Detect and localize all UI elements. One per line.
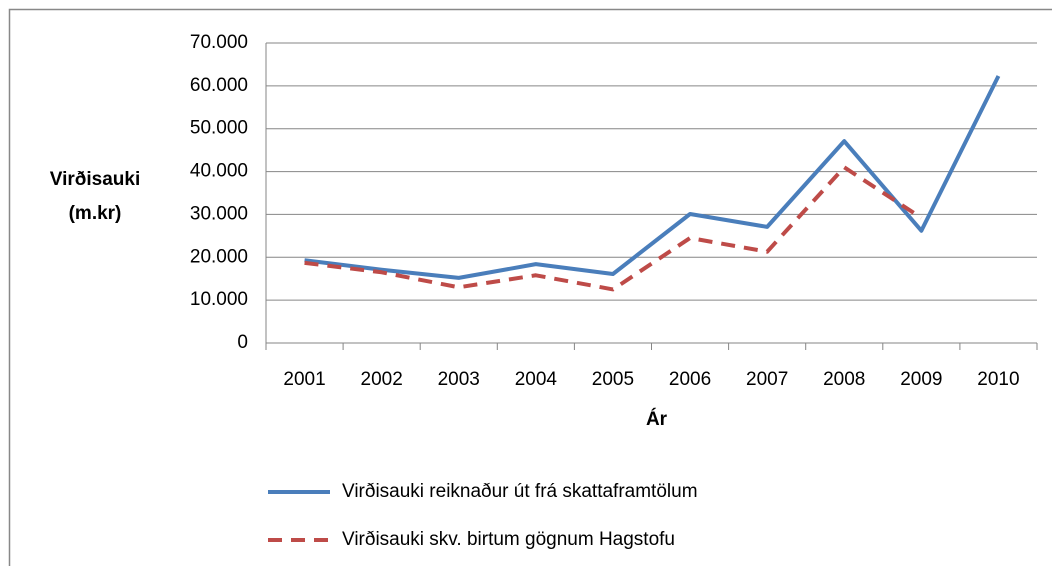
- series-line: [304, 75, 1001, 280]
- x-tick-label: 2009: [900, 369, 942, 390]
- x-tick-label: 2001: [283, 369, 325, 390]
- y-tick-label: 30.000: [190, 203, 248, 224]
- y-tick-label: 0: [237, 332, 248, 353]
- y-tick-label: 40.000: [190, 161, 248, 182]
- x-tick-label: 2004: [515, 369, 558, 390]
- y-tick-label: 50.000: [190, 118, 248, 139]
- y-tick-label: 70.000: [190, 32, 248, 53]
- x-tick-label: 2008: [823, 369, 865, 390]
- chart-border: [8, 8, 1052, 566]
- x-tick-label: 2003: [438, 369, 480, 390]
- legend-label: Virðisauki reiknaður út frá skattaframtö…: [342, 481, 698, 502]
- x-tick-label: 2010: [977, 369, 1019, 390]
- y-axis-title: Virðisauki: [50, 169, 140, 190]
- y-tick-label: 60.000: [190, 75, 248, 96]
- x-tick-label: 2007: [746, 369, 788, 390]
- x-tick-label: 2005: [592, 369, 634, 390]
- x-tick-label: 2002: [361, 369, 403, 390]
- x-tick-label: 2006: [669, 369, 711, 390]
- x-axis-title: Ár: [646, 408, 668, 430]
- series-line: [304, 165, 923, 292]
- y-axis-title: (m.kr): [69, 203, 122, 224]
- legend-label: Virðisauki skv. birtum gögnum Hagstofu: [342, 529, 675, 550]
- y-tick-label: 10.000: [190, 289, 248, 310]
- y-tick-label: 20.000: [190, 246, 248, 267]
